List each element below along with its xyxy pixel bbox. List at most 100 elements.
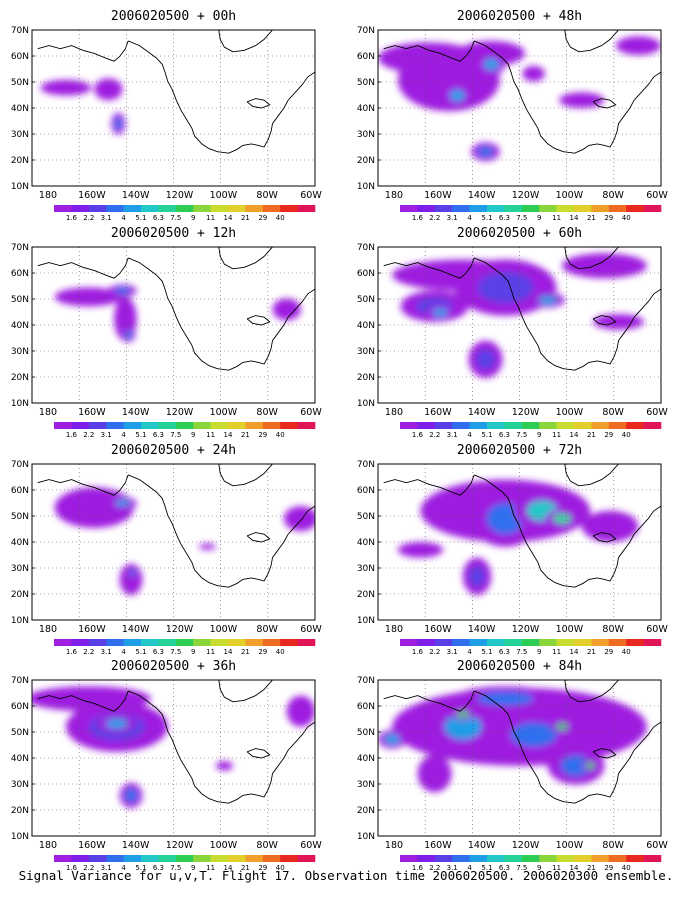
colorbar-swatch <box>88 639 107 646</box>
colorbar-label: 21 <box>241 214 250 222</box>
colorbar-label: 1.6 <box>412 214 424 222</box>
signal-field <box>378 686 647 793</box>
y-tick-label: 60N <box>357 269 375 279</box>
signal-field <box>378 36 661 162</box>
y-tick-label: 30N <box>357 564 375 574</box>
colorbar-swatch <box>54 855 72 862</box>
colorbar-swatch <box>193 205 211 212</box>
x-tick-label: 140W <box>122 407 150 418</box>
colorbar-label: 7.5 <box>170 648 181 656</box>
x-tick-label: 180 <box>385 190 403 201</box>
x-tick-label: 140W <box>122 624 150 635</box>
variance-core <box>477 146 494 157</box>
colorbar-label: 6.3 <box>153 214 164 222</box>
x-tick-label: 180 <box>39 190 57 201</box>
colorbar-swatch <box>591 205 610 212</box>
variance-blob <box>40 79 92 96</box>
colorbar-label: 29 <box>258 431 267 439</box>
variance-core <box>124 330 133 339</box>
x-tick-label: 100W <box>556 840 584 851</box>
colorbar-label: 29 <box>258 214 267 222</box>
map-panel-1: 2006020500 + 48h 10N 20N 30N 40N 50N 60N 70N 180… <box>357 9 669 222</box>
colorbar-label: 6.3 <box>153 648 164 656</box>
x-tick-label: 120W <box>512 840 540 851</box>
colorbar-swatch <box>521 422 540 429</box>
coastline <box>474 40 661 154</box>
colorbar-label: 4 <box>467 214 472 222</box>
coastline <box>128 474 315 588</box>
y-tick-label: 10N <box>357 399 375 409</box>
coastline <box>37 690 129 712</box>
colorbar-label: 29 <box>604 648 613 656</box>
colorbar-swatch <box>469 639 488 646</box>
x-tick-label: 140W <box>468 840 496 851</box>
colorbar-swatch <box>608 639 627 646</box>
x-tick-label: 120W <box>512 190 540 201</box>
colorbar-label: 9 <box>191 648 195 656</box>
colorbar-swatch <box>228 639 246 646</box>
x-tick-label: 100W <box>556 407 584 418</box>
coastline <box>474 474 661 588</box>
colorbar-label: 5.1 <box>481 864 492 872</box>
colorbar-label: 40 <box>622 214 631 222</box>
x-tick-label: 60W <box>300 840 322 851</box>
colorbar-label: 1.6 <box>412 431 424 439</box>
variance-core <box>124 788 138 803</box>
coastline <box>218 680 273 703</box>
y-tick-label: 30N <box>357 347 375 357</box>
colorbar-label: 3.1 <box>447 864 458 872</box>
x-tick-label: 60W <box>646 624 668 635</box>
colorbar-label: 40 <box>276 214 285 222</box>
map-panel-5: 2006020500 + 72h 10N 20N 30N 40N 50N 60N 70N 180… <box>357 443 669 656</box>
y-tick-label: 30N <box>11 564 29 574</box>
y-tick-label: 30N <box>11 780 29 790</box>
map-panel-0: 2006020500 + 00h 10N 20N 30N 40N 50N 60N 70N 180… <box>11 9 323 222</box>
x-tick-label: 60W <box>646 840 668 851</box>
colorbar-swatch <box>297 422 316 429</box>
y-tick-label: 20N <box>357 156 375 166</box>
colorbar-label: 3.1 <box>101 431 112 439</box>
colorbar-swatch <box>643 422 662 429</box>
x-tick-label: 180 <box>39 407 57 418</box>
colorbar-label: 1.6 <box>66 864 78 872</box>
y-tick-label: 50N <box>11 728 29 738</box>
coastline <box>218 247 273 270</box>
signal-field <box>32 686 315 808</box>
coastline <box>474 257 661 371</box>
colorbar-swatch <box>158 639 177 646</box>
x-tick-label: 160W <box>424 624 452 635</box>
x-tick-label: 60W <box>646 407 668 418</box>
variance-core <box>114 287 131 295</box>
y-tick-label: 10N <box>357 616 375 626</box>
variance-core <box>114 499 131 507</box>
coastline <box>474 690 661 804</box>
variance-core <box>432 308 449 317</box>
colorbar-swatch <box>452 855 470 862</box>
variance-blob <box>561 253 647 279</box>
colorbar-label: 6.3 <box>499 864 510 872</box>
colorbar-swatch <box>158 205 177 212</box>
x-tick-label: 80W <box>602 190 624 201</box>
colorbar-swatch <box>228 205 246 212</box>
y-tick-label: 40N <box>357 754 375 764</box>
x-tick-label: 100W <box>210 624 238 635</box>
x-tick-label: 80W <box>602 840 624 851</box>
y-tick-label: 40N <box>11 754 29 764</box>
map-background <box>32 30 315 186</box>
colorbar-swatch <box>504 639 523 646</box>
colorbar-swatch <box>210 205 229 212</box>
signal-field <box>397 479 639 596</box>
x-tick-label: 140W <box>122 190 150 201</box>
colorbar-label: 29 <box>604 864 613 872</box>
colorbar-swatch <box>262 205 281 212</box>
colorbar-swatch <box>556 855 575 862</box>
colorbar-swatch <box>434 639 453 646</box>
map-panel-4: 2006020500 + 24h 10N 20N 30N 40N 50N 60N 70N 180… <box>11 443 323 656</box>
coastline <box>128 40 315 154</box>
colorbar-label: 9 <box>191 431 195 439</box>
coastline <box>564 247 619 270</box>
x-tick-label: 120W <box>512 407 540 418</box>
x-tick-label: 160W <box>424 407 452 418</box>
coastline <box>218 464 273 487</box>
x-tick-label: 60W <box>300 624 322 635</box>
